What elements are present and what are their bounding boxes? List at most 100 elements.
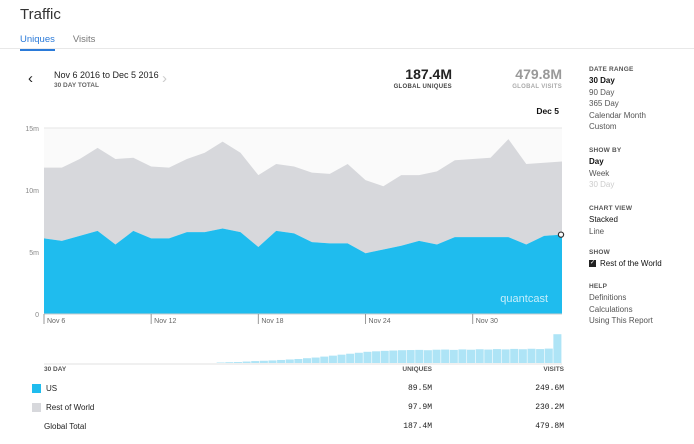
global-uniques-value: 187.4M [405,66,452,82]
overview-bar [311,357,320,363]
x-tick-label: Nov 12 [154,318,176,325]
help-heading: HELP [589,283,608,290]
legend-header-row: 30 DAY UNIQUES VISITS [32,366,564,384]
overview-bar [484,349,493,363]
overview-bar [225,362,234,363]
overview-bar [251,361,260,363]
overview-bar [536,349,545,363]
tab-divider [0,48,694,49]
overview-bar [475,349,484,363]
show-by-menu: SHOW BY Day Week 30 Day [589,147,621,192]
global-visits-stat: 479.8M GLOBAL VISITS [512,66,562,90]
legend-row-us[interactable]: US 89.5M 249.6M [32,384,564,403]
overview-bar [346,353,355,363]
legend-header-range: 30 DAY [44,366,67,373]
show-by-30-day: 30 Day [589,180,615,189]
overview-bar [423,350,432,363]
legend-us-uniques: 89.5M [407,384,432,393]
show-by-day[interactable]: Day [589,157,604,166]
legend-table: 30 DAY UNIQUES VISITS US 89.5M 249.6M Re… [32,366,564,441]
us-swatch [32,384,41,394]
rest-of-world-label: Rest of the World [600,259,662,268]
y-tick-label: 5m [29,250,39,257]
date-range-text: Nov 6 2016 to Dec 5 2016 [54,70,159,80]
date-range-custom[interactable]: Custom [589,122,617,131]
x-tick-label: Nov 24 [369,318,391,325]
overview-bar [441,349,450,363]
legend-total-visits: 479.8M [535,422,564,431]
overview-bar [492,349,501,363]
chart-view-line[interactable]: Line [589,226,605,236]
overview-bar [277,359,286,363]
overview-bar [527,348,536,363]
overview-bar [320,356,329,363]
overview-bar [328,355,337,363]
y-tick-label: 0 [35,312,39,319]
overview-bar [389,350,398,363]
date-range-30-day[interactable]: 30 Day [589,76,615,85]
overview-bar [303,358,312,363]
quantcast-watermark: quantcast [500,293,548,305]
overview-bar [380,350,389,363]
overview-bar [518,349,527,363]
legend-row-uniques: 97.9M [407,403,432,412]
tab-uniques[interactable]: Uniques [20,34,55,51]
chart-view-stacked[interactable]: Stacked [589,215,618,224]
chart-view-heading: CHART VIEW [589,205,633,212]
highlight-point [557,231,565,238]
overview-bar [449,349,458,363]
rest-of-world-swatch [32,403,41,413]
legend-total-name: Global Total [44,422,87,431]
overview-bar [458,349,467,363]
highlight-date-label: Dec 5 [536,106,559,116]
prev-period-button[interactable]: ‹ [28,70,33,87]
overview-bar [233,362,242,363]
rest-of-world-toggle[interactable]: ✓ Rest of the World [589,259,662,268]
overview-bar [337,354,346,363]
show-by-week[interactable]: Week [589,168,610,178]
show-heading: SHOW [589,249,611,256]
tab-visits[interactable]: Visits [72,34,96,45]
legend-row-rest-of-world[interactable]: Rest of World 97.9M 230.2M [32,403,564,422]
global-uniques-stat: 187.4M GLOBAL UNIQUES [394,66,452,90]
overview-bar [397,350,406,363]
help-definitions-link[interactable]: Definitions [589,293,627,302]
overview-bar [294,359,303,363]
overview-bar [354,352,363,363]
page-title: Traffic [20,6,61,23]
series-area-rest-of-world [44,139,562,254]
overview-bar [467,349,476,363]
global-visits-value: 479.8M [515,66,562,82]
chart-view-menu: CHART VIEW Stacked Line [589,205,632,238]
overview-bar [553,334,562,363]
overview-bar [510,348,519,363]
global-visits-label: GLOBAL VISITS [512,84,562,90]
overview-bar [259,360,268,363]
help-using-report-link[interactable]: Using This Report [589,316,653,325]
help-menu: HELP Definitions Calculations Using This… [589,283,653,328]
next-period-button: › [162,70,167,87]
help-calculations-link[interactable]: Calculations [589,304,633,314]
overview-bar [406,350,415,363]
y-tick-label: 10m [25,188,39,195]
global-uniques-label: GLOBAL UNIQUES [393,84,452,90]
legend-row-name: Rest of World [46,403,95,412]
overview-bar [363,351,372,363]
legend-us-name: US [46,384,58,393]
x-tick-label: Nov 6 [47,318,65,325]
legend-us-visits: 249.6M [535,384,564,393]
show-by-heading: SHOW BY [589,147,622,154]
overview-bar [268,360,277,363]
overview-bar [285,359,294,363]
legend-row-visits: 230.2M [535,403,564,412]
overview-bar [432,349,441,363]
checkbox-checked-icon[interactable]: ✓ [589,260,596,268]
legend-header-uniques: UNIQUES [402,366,432,373]
legend-header-visits: VISITS [543,366,564,373]
overview-bar [544,348,553,363]
traffic-chart: 0 5m 10m 15m quantcast Nov 6 Nov 12 Nov 18 Nov 2… [25,106,565,365]
overview-bar [242,361,251,363]
date-range-90-day[interactable]: 90 Day [589,87,615,97]
date-range-calendar-month[interactable]: Calendar Month [589,110,646,120]
date-range-365-day[interactable]: 365 Day [589,99,619,108]
